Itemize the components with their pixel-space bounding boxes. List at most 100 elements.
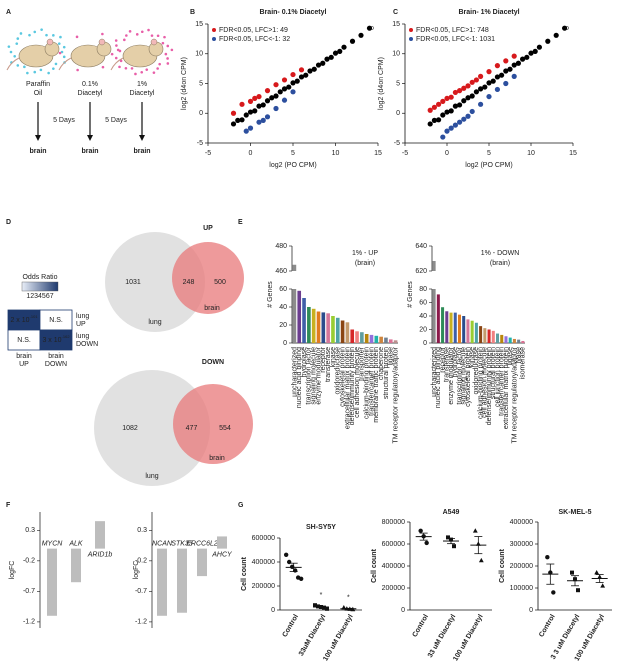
set-label: lung	[148, 319, 161, 326]
scatter-point	[239, 117, 245, 123]
scatter-point	[469, 108, 475, 115]
bar	[453, 312, 457, 343]
outcome-label: brain	[133, 148, 150, 155]
mouse-tail	[110, 57, 124, 71]
x-tick-label: transfer/carrier protein	[368, 347, 375, 416]
x-tick-label: transcription factor	[456, 346, 463, 404]
bar	[474, 322, 478, 343]
scatter-point	[473, 89, 479, 95]
arrow-head	[139, 135, 145, 141]
x-tick-label: defense/immunity protein	[486, 347, 493, 425]
scatter-point	[264, 98, 271, 104]
y-axis-label: # Genes	[407, 281, 414, 308]
bar-label: STK33	[171, 540, 193, 547]
y-tick-label: 480	[275, 243, 287, 250]
y-tick-label: -0.2	[135, 558, 147, 565]
mouse-ear	[98, 38, 106, 46]
bar	[508, 337, 512, 343]
bar	[470, 320, 474, 343]
scatter-point	[243, 112, 249, 118]
vapor-dot	[62, 45, 66, 49]
bar	[479, 326, 483, 343]
venn-count: 477	[186, 425, 198, 432]
outlier	[565, 26, 569, 30]
y-tick-label: 400000	[510, 519, 533, 526]
vapor-dot	[166, 57, 169, 60]
x-tick-label: 5	[291, 150, 295, 157]
scatter-point	[478, 101, 484, 107]
y-tick-label: 400000	[252, 559, 275, 566]
vapor-dot	[140, 70, 144, 74]
data-point	[551, 590, 556, 595]
scatter-point	[448, 94, 454, 100]
scatter-point	[281, 77, 288, 83]
x-tick-label: transferase	[444, 347, 451, 382]
bar	[340, 320, 345, 343]
vapor-dot	[161, 41, 165, 45]
col-label: brain	[16, 353, 32, 360]
y-axis-label: log2 (d4on CPM)	[378, 57, 385, 110]
x-tick-label: ligase	[507, 347, 514, 365]
vapor-dot	[15, 42, 19, 45]
bar	[491, 330, 495, 343]
chart-title: 1% - DOWN	[481, 250, 520, 257]
scatter-point	[337, 48, 343, 54]
bar	[436, 294, 440, 343]
vapor-dot	[134, 72, 137, 76]
bar	[217, 536, 227, 549]
y-tick-label: 600000	[252, 535, 275, 542]
vapor-dot	[28, 33, 31, 37]
y-axis-label: Cell count	[371, 548, 378, 583]
scatter-point	[427, 121, 433, 127]
vapor-dot	[115, 44, 118, 47]
y-tick-label: 15	[392, 21, 400, 28]
cell-exponent: -101	[30, 314, 39, 319]
scatter-point	[298, 74, 305, 80]
vapor-dot	[125, 34, 128, 37]
y-tick-label: 40	[419, 313, 427, 320]
scatter-point	[298, 67, 305, 73]
x-tick-label: Control	[281, 613, 300, 638]
bar	[350, 329, 355, 343]
venn-title: UP	[203, 225, 213, 232]
scatter-point	[290, 89, 296, 95]
scatter-point	[494, 86, 500, 93]
vapor-dot	[119, 59, 123, 63]
y-axis-label: log2 (d4on CPM)	[181, 57, 188, 110]
x-tick-label: 0	[249, 150, 253, 157]
condition-label: Diacetyl	[130, 90, 155, 97]
scatter-point	[358, 32, 364, 38]
x-tick-label: structural protein	[383, 347, 390, 399]
scatter-point	[273, 105, 279, 112]
vapor-dot	[135, 33, 139, 36]
vapor-dot	[60, 50, 64, 54]
condition-label: Diacetyl	[78, 90, 103, 97]
legend-marker	[212, 28, 216, 32]
x-tick-label: transporter	[359, 346, 366, 381]
y-tick-label: 20	[419, 326, 427, 333]
data-point	[418, 528, 423, 533]
row-label: lung	[76, 333, 89, 340]
set-label: lung	[145, 473, 158, 480]
data-point	[283, 552, 289, 557]
data-point	[545, 555, 550, 560]
x-tick-label: 10	[527, 150, 535, 157]
scatter-point	[448, 108, 454, 114]
scatter-point	[341, 44, 347, 50]
x-tick-label: Control	[538, 613, 557, 638]
vapor-dot	[13, 55, 16, 58]
vapor-dot	[166, 62, 170, 65]
scatter-point	[507, 66, 513, 72]
scatter-point	[465, 113, 471, 119]
data-point	[325, 606, 329, 611]
x-tick-label: cytoskeletal protein	[339, 347, 346, 407]
y-tick-label: 40	[279, 304, 287, 311]
vapor-dot	[116, 48, 120, 52]
y-tick-label: 60	[419, 299, 427, 306]
scatter-point	[281, 97, 288, 103]
panel-label: E	[238, 219, 243, 226]
scatter-point	[431, 104, 437, 110]
y-tick-label: 0.3	[137, 527, 147, 534]
data-point	[576, 588, 580, 593]
